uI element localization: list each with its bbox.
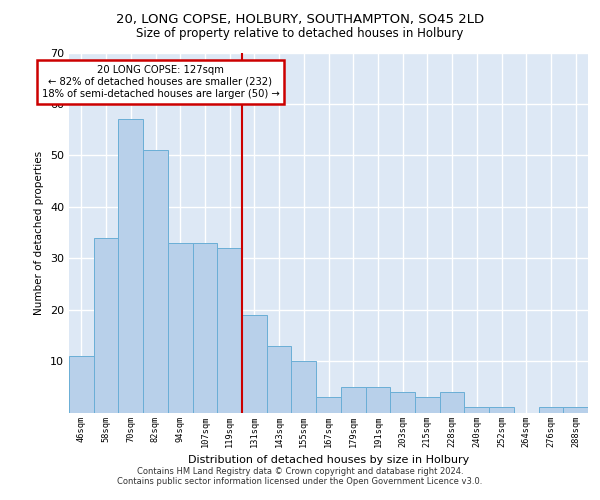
Bar	[217, 248, 242, 412]
Text: 20, LONG COPSE, HOLBURY, SOUTHAMPTON, SO45 2LD: 20, LONG COPSE, HOLBURY, SOUTHAMPTON, SO…	[116, 12, 484, 26]
Bar	[69, 356, 94, 412]
Bar	[539, 408, 563, 412]
Bar	[415, 397, 440, 412]
Text: 20 LONG COPSE: 127sqm
← 82% of detached houses are smaller (232)
18% of semi-det: 20 LONG COPSE: 127sqm ← 82% of detached …	[41, 66, 280, 98]
Bar	[118, 120, 143, 412]
Bar	[489, 408, 514, 412]
Bar	[464, 408, 489, 412]
Bar	[341, 387, 365, 412]
Bar	[143, 150, 168, 412]
Text: Size of property relative to detached houses in Holbury: Size of property relative to detached ho…	[136, 28, 464, 40]
Bar	[94, 238, 118, 412]
Bar	[440, 392, 464, 412]
Y-axis label: Number of detached properties: Number of detached properties	[34, 150, 44, 314]
Text: Contains public sector information licensed under the Open Government Licence v3: Contains public sector information licen…	[118, 477, 482, 486]
Bar	[168, 243, 193, 412]
Bar	[193, 243, 217, 412]
Bar	[292, 361, 316, 412]
Bar	[390, 392, 415, 412]
Bar	[365, 387, 390, 412]
Bar	[242, 315, 267, 412]
Bar	[563, 408, 588, 412]
Bar	[316, 397, 341, 412]
Text: Contains HM Land Registry data © Crown copyright and database right 2024.: Contains HM Land Registry data © Crown c…	[137, 467, 463, 476]
X-axis label: Distribution of detached houses by size in Holbury: Distribution of detached houses by size …	[188, 455, 469, 465]
Bar	[267, 346, 292, 412]
